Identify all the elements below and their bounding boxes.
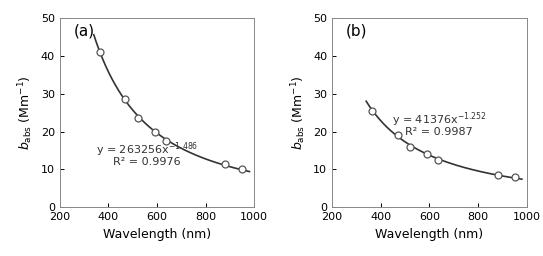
X-axis label: Wavelength (nm): Wavelength (nm) — [103, 228, 211, 241]
Text: (b): (b) — [346, 24, 367, 39]
Y-axis label: $b_\mathrm{abs}$ (Mm$^{-1}$): $b_\mathrm{abs}$ (Mm$^{-1}$) — [16, 75, 35, 150]
Text: R² = 0.9987: R² = 0.9987 — [405, 126, 473, 137]
Text: (a): (a) — [73, 24, 94, 39]
Text: y = 41376x$^{-1.252}$: y = 41376x$^{-1.252}$ — [392, 110, 487, 129]
Text: R² = 0.9976: R² = 0.9976 — [113, 157, 181, 167]
Text: y = 263256x$^{-1.486}$: y = 263256x$^{-1.486}$ — [96, 141, 199, 159]
Y-axis label: $b_\mathrm{abs}$ (Mm$^{-1}$): $b_\mathrm{abs}$ (Mm$^{-1}$) — [289, 75, 307, 150]
X-axis label: Wavelength (nm): Wavelength (nm) — [375, 228, 483, 241]
